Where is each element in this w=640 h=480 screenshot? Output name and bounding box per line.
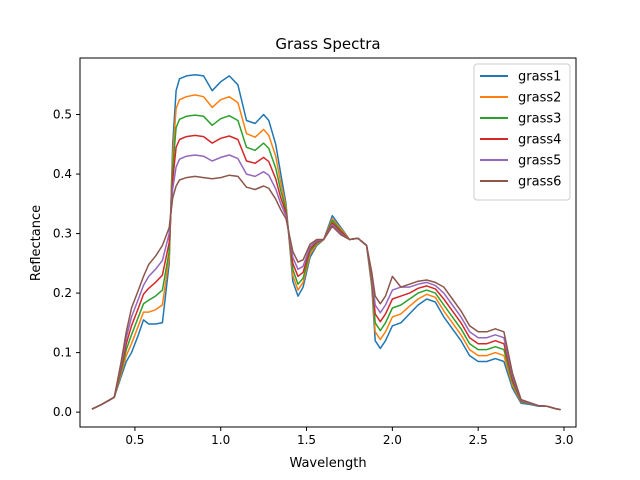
plot-frame [79, 57, 577, 428]
x-axis-label: Wavelength [289, 456, 366, 471]
legend-label-grass3: grass3 [518, 112, 561, 127]
legend-label-grass2: grass2 [518, 91, 561, 106]
series-line-grass1 [91, 73, 561, 411]
x-tick-label: 2.0 [383, 433, 402, 447]
legend-label-grass4: grass4 [518, 133, 561, 148]
y-axis-ticks: 0.0 0.1 0.2 0.3 0.4 0.5 [53, 108, 80, 419]
series-line-grass3 [91, 114, 561, 411]
series-line-grass5 [91, 154, 561, 411]
x-tick-label: 3.0 [554, 433, 573, 447]
y-axis-label: Reflectance [29, 205, 44, 281]
series-line-grass2 [91, 94, 561, 411]
legend: grass1 grass2 grass3 grass4 grass5 grass6 [473, 63, 571, 201]
x-tick-label: 2.5 [469, 433, 488, 447]
y-tick-label: 0.2 [53, 286, 72, 300]
x-axis-ticks: 0.5 1.0 1.5 2.0 2.5 3.0 [125, 427, 574, 447]
legend-label-grass6: grass6 [518, 175, 561, 190]
legend-label-grass5: grass5 [518, 154, 561, 169]
x-tick-label: 0.5 [125, 433, 144, 447]
series-lines [91, 73, 561, 411]
y-tick-label: 0.3 [53, 227, 72, 241]
y-tick-label: 0.4 [53, 167, 72, 181]
y-tick-label: 0.5 [53, 108, 72, 122]
y-tick-label: 0.1 [53, 346, 72, 360]
chart-title: Grass Spectra [275, 35, 380, 53]
legend-label-grass1: grass1 [518, 70, 561, 85]
y-tick-label: 0.0 [53, 405, 72, 419]
series-line-grass6 [91, 174, 561, 411]
x-tick-label: 1.5 [297, 433, 316, 447]
x-tick-label: 1.0 [211, 433, 230, 447]
series-line-grass4 [91, 134, 561, 411]
